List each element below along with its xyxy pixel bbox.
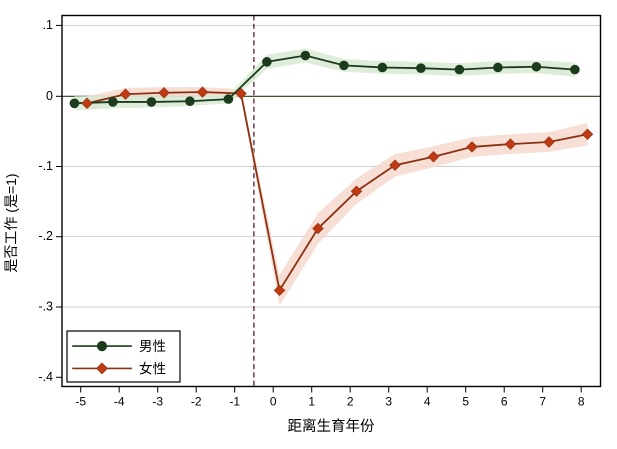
svg-text:是否工作 (是=1): 是否工作 (是=1) xyxy=(3,173,19,272)
svg-text:0: 0 xyxy=(46,89,53,103)
svg-text:5: 5 xyxy=(462,395,469,409)
svg-text:0: 0 xyxy=(270,395,277,409)
svg-text:-.4: -.4 xyxy=(38,370,53,384)
svg-text:男性: 男性 xyxy=(139,339,166,354)
svg-text:3: 3 xyxy=(385,395,392,409)
svg-text:-3: -3 xyxy=(152,395,163,409)
svg-text:-.2: -.2 xyxy=(38,229,53,243)
svg-text:-4: -4 xyxy=(114,395,125,409)
svg-text:2: 2 xyxy=(347,395,354,409)
svg-text:.1: .1 xyxy=(43,18,53,32)
svg-text:-.1: -.1 xyxy=(38,159,53,173)
svg-text:1: 1 xyxy=(308,395,315,409)
svg-text:-.3: -.3 xyxy=(38,300,53,314)
svg-text:女性: 女性 xyxy=(139,361,166,377)
svg-text:-5: -5 xyxy=(75,395,86,409)
svg-text:-2: -2 xyxy=(191,395,202,409)
svg-text:-1: -1 xyxy=(229,395,240,409)
svg-text:距离生育年份: 距离生育年份 xyxy=(288,418,375,435)
svg-text:6: 6 xyxy=(501,395,508,409)
svg-text:7: 7 xyxy=(539,395,546,409)
svg-text:4: 4 xyxy=(424,395,431,409)
svg-text:8: 8 xyxy=(578,395,585,409)
